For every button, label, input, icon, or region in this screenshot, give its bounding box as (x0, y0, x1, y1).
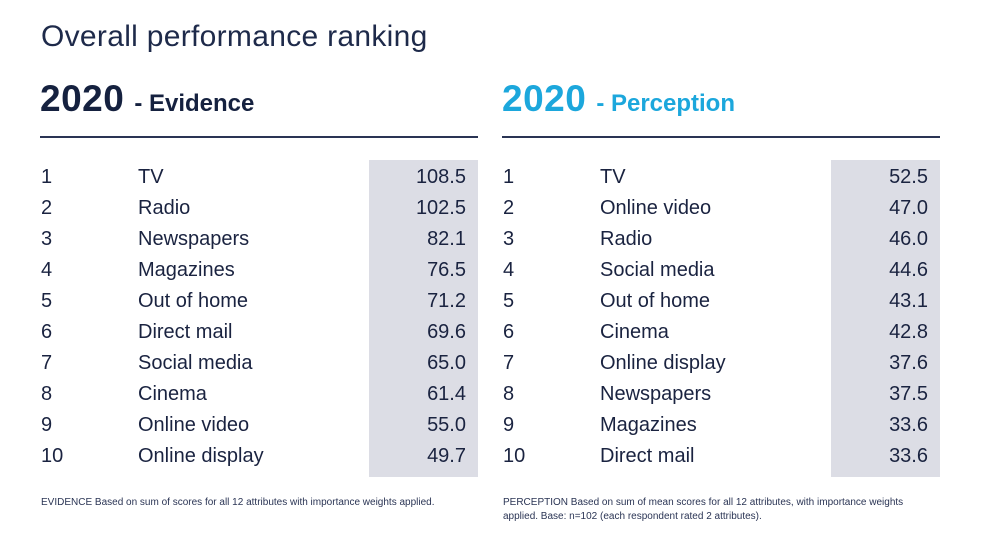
table-row: 5 Out of home 71.2 (40, 288, 478, 319)
channel-cell: Radio (600, 228, 653, 250)
channel-cell: Magazines (600, 414, 697, 436)
channel-cell: TV (138, 166, 164, 188)
rank-cell: 6 (503, 321, 515, 343)
table-row: 6 Direct mail 69.6 (40, 319, 478, 350)
evidence-rows: 1 TV 108.5 2 Radio 102.5 3 Newspapers 82.1 4 Magaz… (40, 164, 478, 474)
table-row: 3 Radio 46.0 (502, 226, 940, 257)
table-row: 2 Radio 102.5 (40, 195, 478, 226)
score-cell: 44.6 (889, 259, 928, 281)
score-cell: 47.0 (889, 197, 928, 219)
perception-table: 1 TV 52.5 2 Online video 47.0 3 Radio 46.0 4 Socia… (502, 160, 940, 477)
score-cell: 37.6 (889, 352, 928, 374)
evidence-label: - Evidence (134, 90, 255, 117)
score-cell: 61.4 (427, 383, 466, 405)
rank-cell: 3 (41, 228, 53, 250)
perception-score-column-shade (831, 160, 940, 477)
table-row: 6 Cinema 42.8 (502, 319, 940, 350)
score-cell: 33.6 (889, 445, 928, 467)
channel-cell: Out of home (600, 290, 711, 312)
rank-cell: 8 (41, 383, 53, 405)
table-row: 4 Social media 44.6 (502, 257, 940, 288)
table-row: 8 Cinema 61.4 (40, 381, 478, 412)
table-row: 2 Online video 47.0 (502, 195, 940, 226)
score-cell: 37.5 (889, 383, 928, 405)
evidence-heading: 2020 - Evidence (40, 78, 478, 124)
rank-cell: 5 (41, 290, 53, 312)
evidence-table: 1 TV 108.5 2 Radio 102.5 3 Newspapers 82.1 4 Magaz… (40, 160, 478, 477)
table-row: 8 Newspapers 37.5 (502, 381, 940, 412)
table-row: 9 Magazines 33.6 (502, 412, 940, 443)
channel-cell: Cinema (138, 383, 207, 405)
score-cell: 55.0 (427, 414, 466, 436)
channel-cell: Social media (138, 352, 253, 374)
channel-cell: Online video (138, 414, 250, 436)
rank-cell: 4 (503, 259, 515, 281)
channel-cell: Magazines (138, 259, 235, 281)
rank-cell: 1 (41, 166, 53, 188)
rank-cell: 2 (503, 197, 515, 219)
score-cell: 108.5 (415, 166, 466, 188)
rank-cell: 9 (503, 414, 515, 436)
table-row: 10 Online display 49.7 (40, 443, 478, 474)
score-cell: 82.1 (427, 228, 466, 250)
score-cell: 102.5 (415, 197, 466, 219)
rank-cell: 7 (503, 352, 515, 374)
table-row: 4 Magazines 76.5 (40, 257, 478, 288)
channel-cell: Online display (138, 445, 264, 467)
score-cell: 71.2 (427, 290, 466, 312)
perception-footnote: PERCEPTION Based on sum of mean scores f… (503, 497, 904, 522)
table-row: 7 Social media 65.0 (40, 350, 478, 381)
rank-cell: 10 (503, 445, 526, 467)
perception-divider (502, 136, 940, 138)
score-cell: 65.0 (427, 352, 466, 374)
rank-cell: 2 (41, 197, 53, 219)
channel-cell: Online display (600, 352, 726, 374)
evidence-footnote: EVIDENCE Based on sum of scores for all … (41, 497, 435, 508)
channel-cell: Direct mail (138, 321, 233, 343)
score-cell: 69.6 (427, 321, 466, 343)
channel-cell: TV (600, 166, 626, 188)
rank-cell: 6 (41, 321, 53, 343)
score-cell: 33.6 (889, 414, 928, 436)
perception-panel: 2020 - Perception 1 TV 52.5 2 Online video 47… (502, 78, 940, 477)
table-row: 9 Online video 55.0 (40, 412, 478, 443)
perception-heading: 2020 - Perception (502, 78, 940, 124)
rank-cell: 4 (41, 259, 53, 281)
rank-cell: 10 (41, 445, 64, 467)
score-cell: 49.7 (427, 445, 466, 467)
score-cell: 46.0 (889, 228, 928, 250)
perception-rows: 1 TV 52.5 2 Online video 47.0 3 Radio 46.0 4 Socia… (502, 164, 940, 474)
table-row: 1 TV 108.5 (40, 164, 478, 195)
page-title: Overall performance ranking (41, 20, 428, 53)
score-cell: 43.1 (889, 290, 928, 312)
rank-cell: 5 (503, 290, 515, 312)
evidence-year: 2020 (40, 78, 125, 119)
perception-label: - Perception (596, 90, 736, 117)
table-row: 1 TV 52.5 (502, 164, 940, 195)
evidence-panel: 2020 - Evidence 1 TV 108.5 2 Radio 102.5 3 News… (40, 78, 478, 477)
score-cell: 76.5 (427, 259, 466, 281)
channel-cell: Radio (138, 197, 191, 219)
perception-year: 2020 (502, 78, 587, 119)
score-cell: 52.5 (889, 166, 928, 188)
rank-cell: 9 (41, 414, 53, 436)
table-row: 3 Newspapers 82.1 (40, 226, 478, 257)
channel-cell: Cinema (600, 321, 669, 343)
evidence-divider (40, 136, 478, 138)
channel-cell: Newspapers (600, 383, 712, 405)
channel-cell: Out of home (138, 290, 249, 312)
table-row: 7 Online display 37.6 (502, 350, 940, 381)
table-row: 10 Direct mail 33.6 (502, 443, 940, 474)
table-row: 5 Out of home 43.1 (502, 288, 940, 319)
rank-cell: 7 (41, 352, 53, 374)
rank-cell: 3 (503, 228, 515, 250)
channel-cell: Direct mail (600, 445, 695, 467)
channel-cell: Newspapers (138, 228, 250, 250)
channel-cell: Social media (600, 259, 715, 281)
rank-cell: 1 (503, 166, 515, 188)
evidence-score-column-shade (369, 160, 478, 477)
rank-cell: 8 (503, 383, 515, 405)
score-cell: 42.8 (889, 321, 928, 343)
channel-cell: Online video (600, 197, 712, 219)
